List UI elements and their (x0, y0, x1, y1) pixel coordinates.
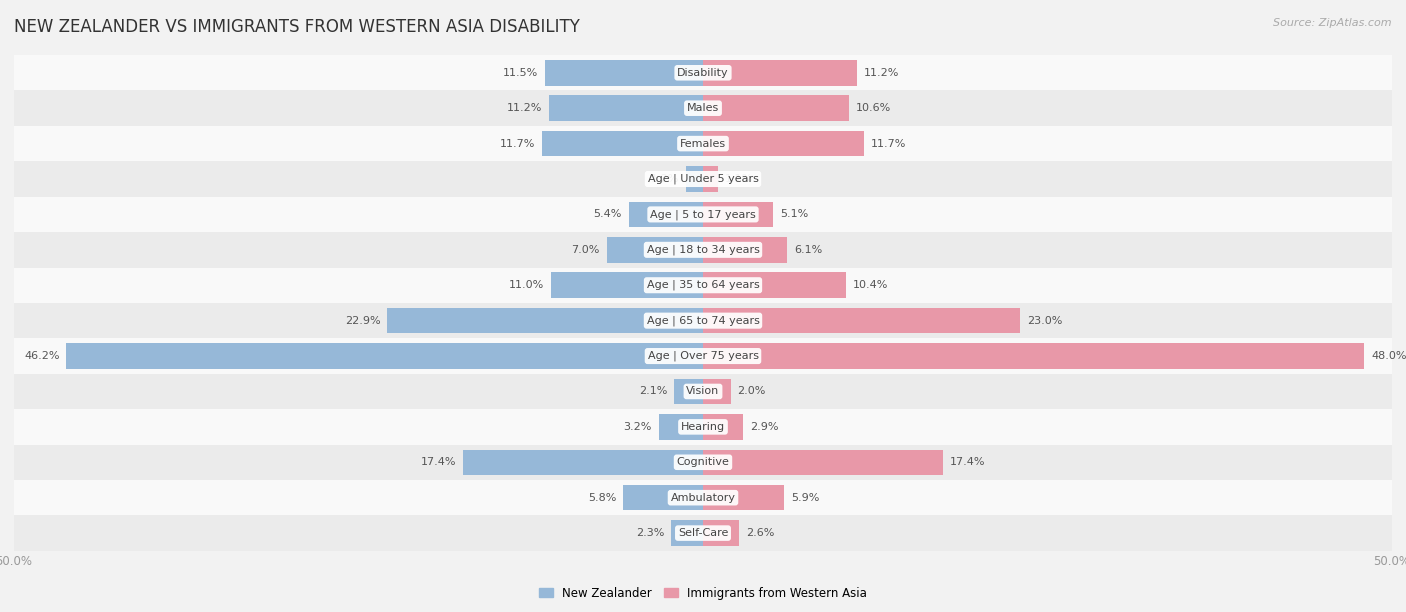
Bar (14, 91, 1392, 126)
Bar (703, 237, 787, 263)
Text: 17.4%: 17.4% (420, 457, 457, 468)
Bar (14, 162, 1392, 196)
Text: Source: ZipAtlas.com: Source: ZipAtlas.com (1274, 18, 1392, 28)
Text: Self-Care: Self-Care (678, 528, 728, 538)
Bar (14, 515, 1392, 551)
Bar (703, 520, 738, 546)
Text: 5.9%: 5.9% (792, 493, 820, 502)
Text: 23.0%: 23.0% (1026, 316, 1062, 326)
Text: 11.2%: 11.2% (506, 103, 541, 113)
Bar (703, 308, 1019, 334)
Text: 11.5%: 11.5% (502, 68, 537, 78)
Text: 2.9%: 2.9% (749, 422, 779, 432)
Text: 11.7%: 11.7% (872, 138, 907, 149)
Bar (551, 272, 703, 298)
Bar (14, 480, 1392, 515)
Bar (14, 444, 1392, 480)
Text: Age | 18 to 34 years: Age | 18 to 34 years (647, 245, 759, 255)
Text: 1.1%: 1.1% (725, 174, 754, 184)
Text: Cognitive: Cognitive (676, 457, 730, 468)
Bar (703, 450, 943, 475)
Bar (703, 95, 849, 121)
Text: Disability: Disability (678, 68, 728, 78)
Text: 2.6%: 2.6% (745, 528, 775, 538)
Text: Age | Over 75 years: Age | Over 75 years (648, 351, 758, 361)
Text: 2.3%: 2.3% (636, 528, 665, 538)
Legend: New Zealander, Immigrants from Western Asia: New Zealander, Immigrants from Western A… (534, 582, 872, 605)
Bar (14, 55, 1392, 91)
Bar (66, 343, 703, 369)
Text: 1.2%: 1.2% (651, 174, 679, 184)
Bar (703, 485, 785, 510)
Text: 5.4%: 5.4% (593, 209, 621, 220)
Text: 11.0%: 11.0% (509, 280, 544, 290)
Text: 11.7%: 11.7% (499, 138, 534, 149)
Text: NEW ZEALANDER VS IMMIGRANTS FROM WESTERN ASIA DISABILITY: NEW ZEALANDER VS IMMIGRANTS FROM WESTERN… (14, 18, 579, 36)
Bar (541, 131, 703, 156)
Text: 3.2%: 3.2% (624, 422, 652, 432)
Bar (14, 196, 1392, 232)
Text: 46.2%: 46.2% (24, 351, 59, 361)
Text: Females: Females (681, 138, 725, 149)
Bar (606, 237, 703, 263)
Bar (703, 166, 718, 192)
Bar (686, 166, 703, 192)
Bar (14, 374, 1392, 409)
Bar (703, 379, 731, 404)
Text: 2.0%: 2.0% (738, 386, 766, 397)
Bar (548, 95, 703, 121)
Text: 17.4%: 17.4% (949, 457, 986, 468)
Bar (703, 131, 865, 156)
Text: Age | 35 to 64 years: Age | 35 to 64 years (647, 280, 759, 291)
Text: 5.1%: 5.1% (780, 209, 808, 220)
Bar (463, 450, 703, 475)
Text: Age | 65 to 74 years: Age | 65 to 74 years (647, 315, 759, 326)
Text: Males: Males (688, 103, 718, 113)
Bar (14, 267, 1392, 303)
Bar (703, 202, 773, 227)
Bar (703, 343, 1364, 369)
Bar (14, 126, 1392, 162)
Bar (14, 409, 1392, 444)
Bar (659, 414, 703, 439)
Text: Age | Under 5 years: Age | Under 5 years (648, 174, 758, 184)
Bar (14, 303, 1392, 338)
Text: 7.0%: 7.0% (571, 245, 599, 255)
Bar (14, 338, 1392, 374)
Text: Age | 5 to 17 years: Age | 5 to 17 years (650, 209, 756, 220)
Text: 6.1%: 6.1% (794, 245, 823, 255)
Bar (388, 308, 703, 334)
Bar (703, 60, 858, 86)
Text: Vision: Vision (686, 386, 720, 397)
Bar (628, 202, 703, 227)
Text: 22.9%: 22.9% (344, 316, 381, 326)
Text: 2.1%: 2.1% (638, 386, 668, 397)
Bar (544, 60, 703, 86)
Text: 11.2%: 11.2% (865, 68, 900, 78)
Bar (671, 520, 703, 546)
Text: 5.8%: 5.8% (588, 493, 616, 502)
Text: Hearing: Hearing (681, 422, 725, 432)
Bar (673, 379, 703, 404)
Bar (14, 232, 1392, 267)
Text: Ambulatory: Ambulatory (671, 493, 735, 502)
Bar (623, 485, 703, 510)
Bar (703, 272, 846, 298)
Text: 48.0%: 48.0% (1371, 351, 1406, 361)
Text: 10.4%: 10.4% (853, 280, 889, 290)
Bar (703, 414, 742, 439)
Text: 10.6%: 10.6% (856, 103, 891, 113)
